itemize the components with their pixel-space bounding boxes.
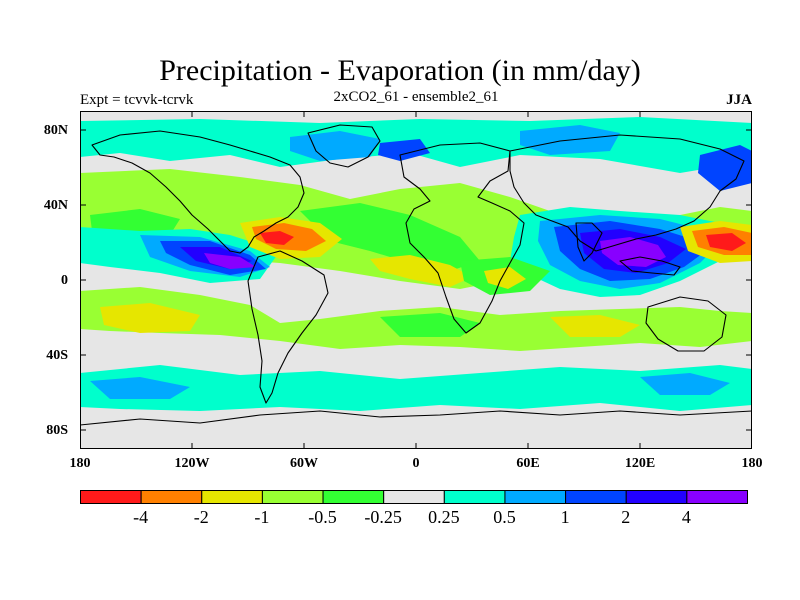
colorbar-box <box>686 490 748 504</box>
colorbar-label: 2 <box>621 507 631 527</box>
colorbar-box <box>261 490 324 504</box>
south-pacific-yellow <box>100 303 200 333</box>
australia-outline <box>645 296 727 352</box>
colorbar-label: 0.5 <box>493 507 516 527</box>
west-pacific-red <box>706 233 746 251</box>
colorbar-box <box>504 490 567 504</box>
colorbar-box <box>565 490 627 504</box>
lat-tick-80s: 80S <box>46 423 68 438</box>
season-label: JJA <box>726 92 752 108</box>
lon-tick-60w: 60W <box>290 456 318 471</box>
south-atlantic-green <box>380 313 480 337</box>
colorbar <box>80 490 748 504</box>
greenland-outline <box>307 124 381 168</box>
colorbar-label: 1 <box>560 507 570 527</box>
colorbar-box <box>625 490 688 504</box>
experiment-label: Expt = tcvvk-tcrvk <box>80 92 194 108</box>
lon-tick-60e: 60E <box>516 456 540 471</box>
precipitation-map <box>80 111 752 449</box>
coastlines <box>80 124 752 426</box>
contour-fills <box>80 117 752 411</box>
colorbar-box <box>140 490 203 504</box>
lon-tick-180e: 180 <box>741 456 763 471</box>
north-pacific-blue <box>698 145 752 191</box>
colorbar-label: -4 <box>133 507 149 527</box>
lat-tick-40n: 40N <box>43 198 68 213</box>
colorbar-box <box>201 490 263 504</box>
run-label: 2xCO2_61 - ensemble2_61 <box>333 89 499 105</box>
north-atlantic-green <box>300 203 480 271</box>
lon-tick-120w: 120W <box>174 456 210 471</box>
lat-tick-40s: 40S <box>46 348 68 363</box>
colorbar-label: -0.5 <box>308 507 337 527</box>
arctic-blue-patch-a <box>290 131 380 161</box>
colorbar-box <box>322 490 385 504</box>
antarctica-outline <box>80 410 752 426</box>
southern-ocean-blue-a <box>90 377 190 399</box>
colorbar-label: -2 <box>193 507 209 527</box>
lon-tick-0: 0 <box>412 456 420 471</box>
lon-tick-180w: 180 <box>69 456 91 471</box>
lat-tick-0: 0 <box>61 273 68 288</box>
north-atlantic-blue <box>378 139 430 161</box>
indian-yellow <box>484 267 526 289</box>
caribbean-red <box>260 231 294 245</box>
east-pacific-violet <box>204 253 256 269</box>
colorbar-box <box>443 490 506 504</box>
indonesia-outline <box>619 256 681 276</box>
colorbar-label: -0.25 <box>364 507 402 527</box>
atlantic-yellow <box>370 255 472 287</box>
colorbar-box <box>80 490 142 504</box>
colorbar-label: -1 <box>254 507 270 527</box>
colorbar-label: 0.25 <box>428 507 460 527</box>
lon-tick-120e: 120E <box>624 456 656 471</box>
southern-ocean-blue-b <box>640 373 730 395</box>
europe-africa-outline <box>399 142 525 334</box>
colorbar-label: 4 <box>681 507 691 527</box>
southern-ocean-cyan <box>80 365 752 411</box>
map-ticks <box>80 111 752 449</box>
colorbar-box <box>383 490 445 504</box>
south-indian-yellow <box>550 315 640 337</box>
lat-tick-80n: 80N <box>43 123 68 138</box>
india-outline <box>575 222 603 262</box>
north-america-outline <box>91 130 305 254</box>
asia-outline <box>509 134 745 252</box>
south-america-outline <box>247 250 329 404</box>
chart-title: Precipitation - Evaporation (in mm/day) <box>159 54 641 87</box>
